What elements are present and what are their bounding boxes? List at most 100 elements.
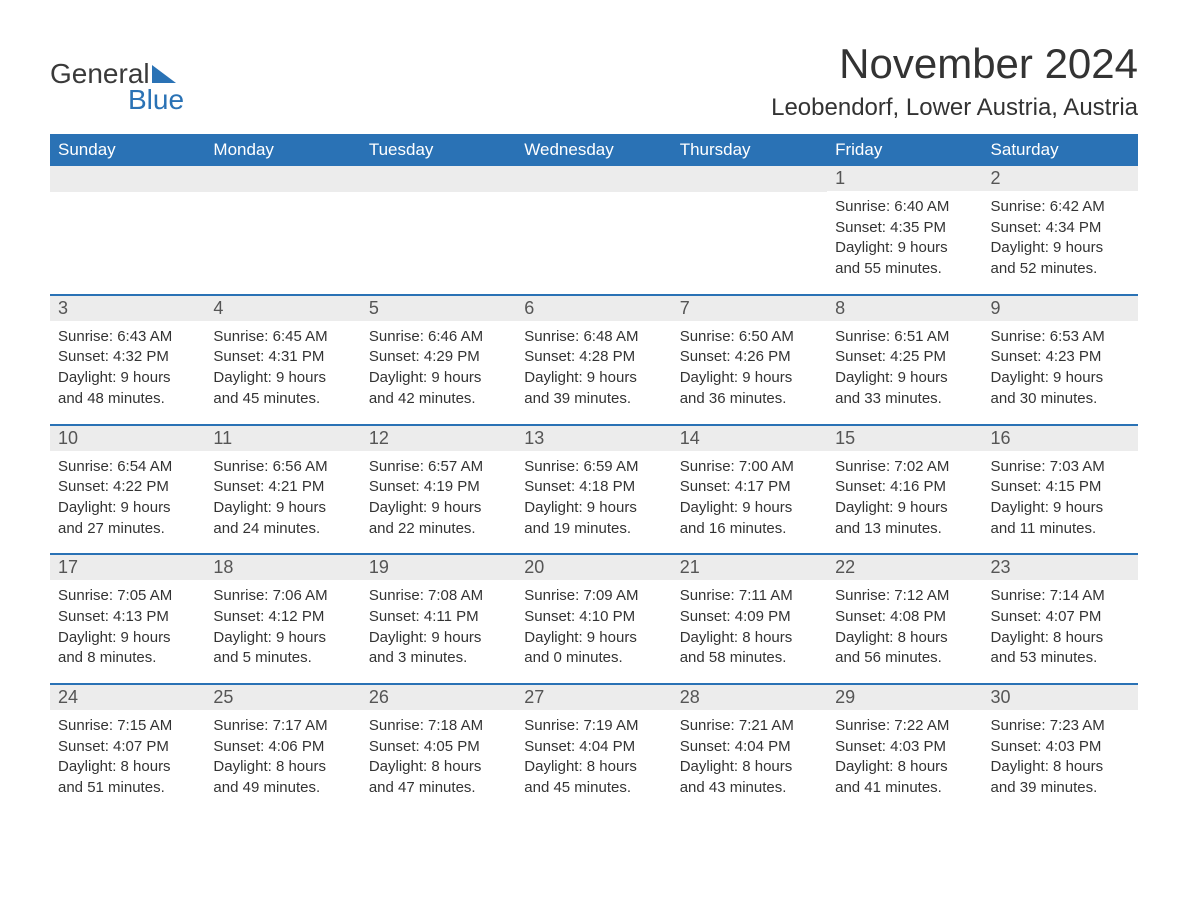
day-sunset: Sunset: 4:29 PM	[369, 347, 508, 368]
day-sunset: Sunset: 4:32 PM	[58, 347, 197, 368]
day-daylight2: and 24 minutes.	[213, 519, 352, 540]
day-number: 27	[516, 685, 671, 710]
day-daylight1: Daylight: 9 hours	[369, 498, 508, 519]
calendar-day: 10Sunrise: 6:54 AMSunset: 4:22 PMDayligh…	[50, 426, 205, 554]
calendar-day: 29Sunrise: 7:22 AMSunset: 4:03 PMDayligh…	[827, 685, 982, 813]
day-number: 9	[983, 296, 1138, 321]
day-daylight2: and 45 minutes.	[213, 389, 352, 410]
day-content: Sunrise: 7:22 AMSunset: 4:03 PMDaylight:…	[827, 710, 982, 813]
calendar-day: 5Sunrise: 6:46 AMSunset: 4:29 PMDaylight…	[361, 296, 516, 424]
day-number	[516, 166, 671, 192]
day-number: 18	[205, 555, 360, 580]
calendar-day: 7Sunrise: 6:50 AMSunset: 4:26 PMDaylight…	[672, 296, 827, 424]
calendar-week: 10Sunrise: 6:54 AMSunset: 4:22 PMDayligh…	[50, 424, 1138, 554]
calendar-day: 9Sunrise: 6:53 AMSunset: 4:23 PMDaylight…	[983, 296, 1138, 424]
day-daylight1: Daylight: 8 hours	[680, 628, 819, 649]
day-sunset: Sunset: 4:07 PM	[58, 737, 197, 758]
day-daylight2: and 48 minutes.	[58, 389, 197, 410]
day-daylight1: Daylight: 8 hours	[369, 757, 508, 778]
calendar-day: 20Sunrise: 7:09 AMSunset: 4:10 PMDayligh…	[516, 555, 671, 683]
day-sunrise: Sunrise: 7:02 AM	[835, 457, 974, 478]
day-daylight1: Daylight: 9 hours	[835, 498, 974, 519]
calendar-day: 27Sunrise: 7:19 AMSunset: 4:04 PMDayligh…	[516, 685, 671, 813]
day-number	[50, 166, 205, 192]
day-sunrise: Sunrise: 7:19 AM	[524, 716, 663, 737]
day-content: Sunrise: 7:12 AMSunset: 4:08 PMDaylight:…	[827, 580, 982, 683]
day-sunrise: Sunrise: 7:15 AM	[58, 716, 197, 737]
day-content: Sunrise: 7:08 AMSunset: 4:11 PMDaylight:…	[361, 580, 516, 683]
day-daylight1: Daylight: 9 hours	[835, 238, 974, 259]
day-sunset: Sunset: 4:08 PM	[835, 607, 974, 628]
day-daylight2: and 58 minutes.	[680, 648, 819, 669]
day-number: 10	[50, 426, 205, 451]
calendar-day	[50, 166, 205, 294]
col-header-tuesday: Tuesday	[361, 134, 516, 166]
day-content: Sunrise: 6:53 AMSunset: 4:23 PMDaylight:…	[983, 321, 1138, 424]
day-daylight2: and 56 minutes.	[835, 648, 974, 669]
day-daylight2: and 52 minutes.	[991, 259, 1130, 280]
day-daylight2: and 33 minutes.	[835, 389, 974, 410]
day-daylight2: and 22 minutes.	[369, 519, 508, 540]
day-daylight2: and 5 minutes.	[213, 648, 352, 669]
day-sunrise: Sunrise: 7:06 AM	[213, 586, 352, 607]
day-sunrise: Sunrise: 6:57 AM	[369, 457, 508, 478]
day-content: Sunrise: 7:02 AMSunset: 4:16 PMDaylight:…	[827, 451, 982, 554]
day-number: 11	[205, 426, 360, 451]
day-sunset: Sunset: 4:19 PM	[369, 477, 508, 498]
day-sunrise: Sunrise: 6:48 AM	[524, 327, 663, 348]
day-sunset: Sunset: 4:10 PM	[524, 607, 663, 628]
day-number: 28	[672, 685, 827, 710]
col-header-wednesday: Wednesday	[516, 134, 671, 166]
day-sunrise: Sunrise: 7:21 AM	[680, 716, 819, 737]
day-number: 3	[50, 296, 205, 321]
day-sunset: Sunset: 4:25 PM	[835, 347, 974, 368]
day-content: Sunrise: 7:05 AMSunset: 4:13 PMDaylight:…	[50, 580, 205, 683]
calendar-day: 28Sunrise: 7:21 AMSunset: 4:04 PMDayligh…	[672, 685, 827, 813]
day-sunset: Sunset: 4:22 PM	[58, 477, 197, 498]
day-daylight1: Daylight: 9 hours	[991, 238, 1130, 259]
day-number	[205, 166, 360, 192]
day-content: Sunrise: 6:42 AMSunset: 4:34 PMDaylight:…	[983, 191, 1138, 294]
day-daylight2: and 49 minutes.	[213, 778, 352, 799]
calendar-day: 22Sunrise: 7:12 AMSunset: 4:08 PMDayligh…	[827, 555, 982, 683]
day-sunrise: Sunrise: 6:53 AM	[991, 327, 1130, 348]
day-daylight1: Daylight: 9 hours	[369, 368, 508, 389]
day-content: Sunrise: 7:23 AMSunset: 4:03 PMDaylight:…	[983, 710, 1138, 813]
calendar-day: 17Sunrise: 7:05 AMSunset: 4:13 PMDayligh…	[50, 555, 205, 683]
calendar-day: 14Sunrise: 7:00 AMSunset: 4:17 PMDayligh…	[672, 426, 827, 554]
day-sunrise: Sunrise: 7:11 AM	[680, 586, 819, 607]
logo: General Blue	[50, 40, 184, 116]
day-sunset: Sunset: 4:16 PM	[835, 477, 974, 498]
day-daylight2: and 51 minutes.	[58, 778, 197, 799]
day-daylight1: Daylight: 9 hours	[524, 628, 663, 649]
day-content: Sunrise: 6:46 AMSunset: 4:29 PMDaylight:…	[361, 321, 516, 424]
day-daylight2: and 45 minutes.	[524, 778, 663, 799]
day-number: 4	[205, 296, 360, 321]
calendar-day: 24Sunrise: 7:15 AMSunset: 4:07 PMDayligh…	[50, 685, 205, 813]
day-number: 25	[205, 685, 360, 710]
calendar-week: 17Sunrise: 7:05 AMSunset: 4:13 PMDayligh…	[50, 553, 1138, 683]
day-number: 23	[983, 555, 1138, 580]
day-daylight1: Daylight: 9 hours	[991, 368, 1130, 389]
day-daylight2: and 36 minutes.	[680, 389, 819, 410]
day-number: 16	[983, 426, 1138, 451]
day-number: 6	[516, 296, 671, 321]
day-sunset: Sunset: 4:28 PM	[524, 347, 663, 368]
day-content: Sunrise: 7:19 AMSunset: 4:04 PMDaylight:…	[516, 710, 671, 813]
day-content: Sunrise: 7:18 AMSunset: 4:05 PMDaylight:…	[361, 710, 516, 813]
day-sunset: Sunset: 4:23 PM	[991, 347, 1130, 368]
day-number: 5	[361, 296, 516, 321]
day-daylight2: and 19 minutes.	[524, 519, 663, 540]
day-sunrise: Sunrise: 6:50 AM	[680, 327, 819, 348]
day-sunrise: Sunrise: 7:14 AM	[991, 586, 1130, 607]
day-daylight2: and 55 minutes.	[835, 259, 974, 280]
day-daylight2: and 16 minutes.	[680, 519, 819, 540]
day-number: 29	[827, 685, 982, 710]
day-number: 12	[361, 426, 516, 451]
day-daylight1: Daylight: 9 hours	[524, 368, 663, 389]
day-sunrise: Sunrise: 7:23 AM	[991, 716, 1130, 737]
day-sunset: Sunset: 4:03 PM	[991, 737, 1130, 758]
calendar-day	[205, 166, 360, 294]
calendar-day: 21Sunrise: 7:11 AMSunset: 4:09 PMDayligh…	[672, 555, 827, 683]
day-sunrise: Sunrise: 6:40 AM	[835, 197, 974, 218]
